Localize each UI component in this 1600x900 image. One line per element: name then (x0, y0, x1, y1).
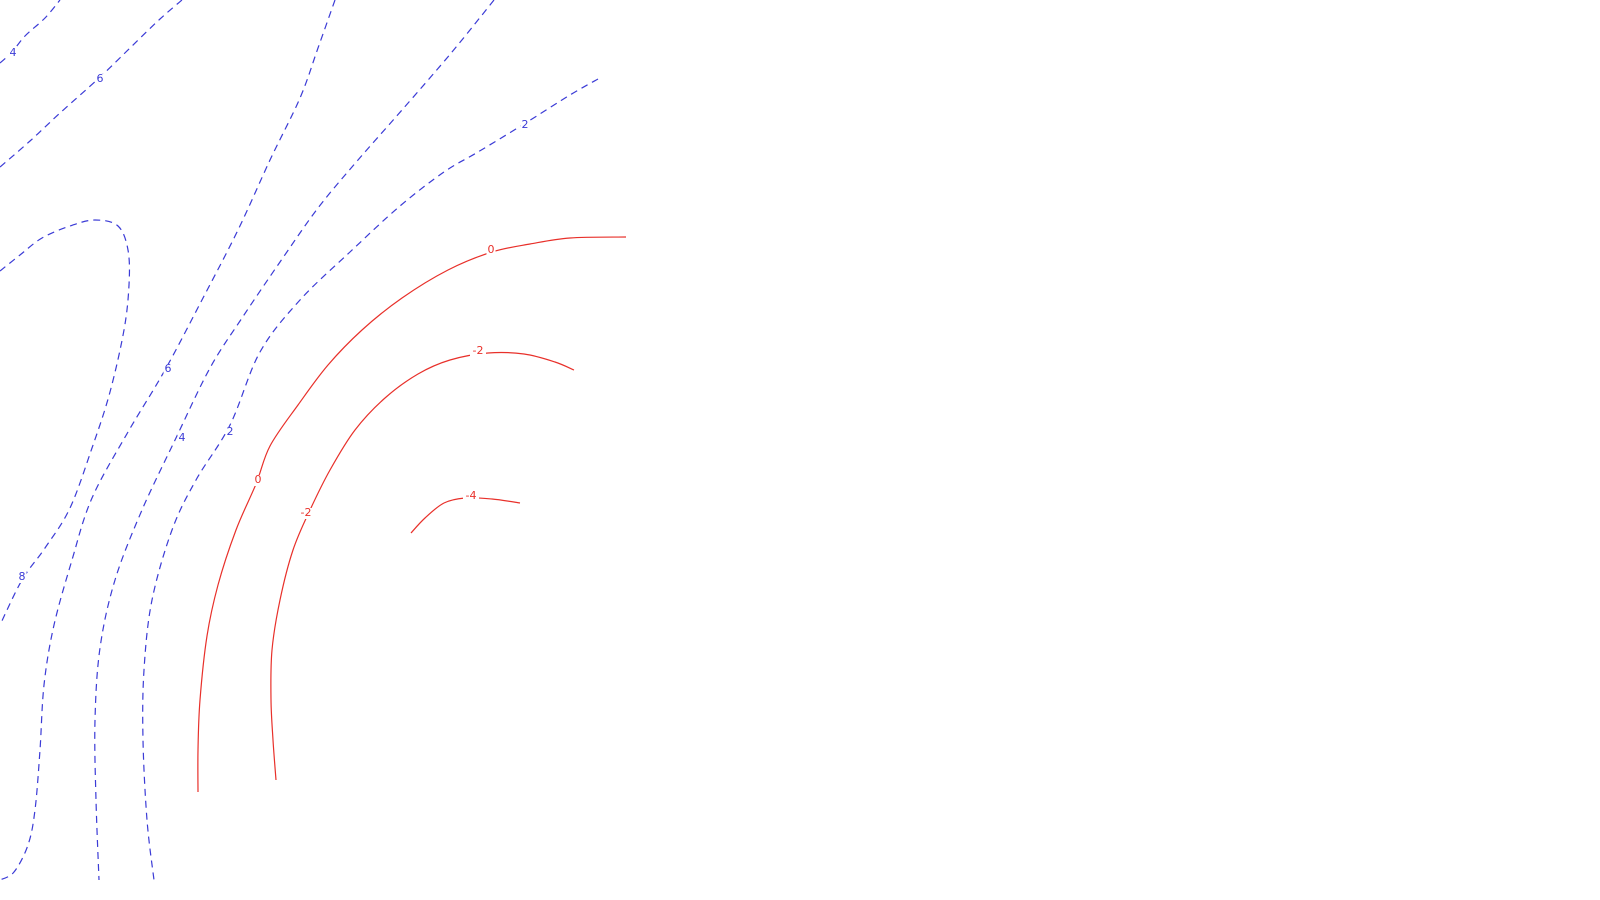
contour-label-0: 4 (10, 46, 17, 59)
contour-label-1: 6 (97, 72, 104, 85)
contour-label-5: 2 (227, 425, 234, 438)
contour-label-2: 2 (522, 118, 529, 131)
contour-label-bg-10 (253, 475, 263, 486)
contour-label-11: -2 (301, 506, 312, 519)
contour-label-bg-3 (163, 364, 173, 375)
contour-label-4: 4 (179, 431, 186, 444)
contour-line-pos-2-main (142, 78, 599, 881)
contour-label-bg-7 (486, 245, 496, 256)
contour-label-8: -2 (473, 344, 484, 357)
contour-line-pos-4-top (0, 0, 61, 64)
contour-label-7: 0 (488, 243, 495, 256)
contour-labels: 4 6 2 6 4 2 8 0 -2 -4 0 -2 (8, 46, 530, 583)
contour-label-6: 8 (19, 570, 26, 583)
contour-line-pos-4-main (94, 0, 495, 881)
contour-label-bg-9 (463, 491, 479, 502)
contour-label-bg-6 (17, 572, 27, 583)
contour-line-pos-6-main (0, 0, 336, 881)
contour-label-bg-8 (470, 346, 486, 357)
contour-line-pos-6-top (0, 0, 183, 168)
contour-line-pos-8-lobe (0, 219, 131, 626)
contour-label-3: 6 (165, 362, 172, 375)
contour-label-10: 0 (255, 473, 262, 486)
contour-line-neg-m2 (270, 351, 575, 781)
contour-line-neg-m4 (410, 497, 521, 534)
contour-label-bg-5 (225, 427, 235, 438)
contour-label-bg-0 (8, 48, 18, 59)
contour-label-bg-2 (520, 120, 530, 131)
contour-label-bg-4 (177, 433, 187, 444)
contour-line-neg-0 (197, 236, 627, 793)
contour-label-bg-1 (95, 74, 105, 85)
contour-label-9: -4 (466, 489, 477, 502)
contour-lines (0, 0, 627, 881)
contour-label-bg-11 (298, 508, 314, 519)
